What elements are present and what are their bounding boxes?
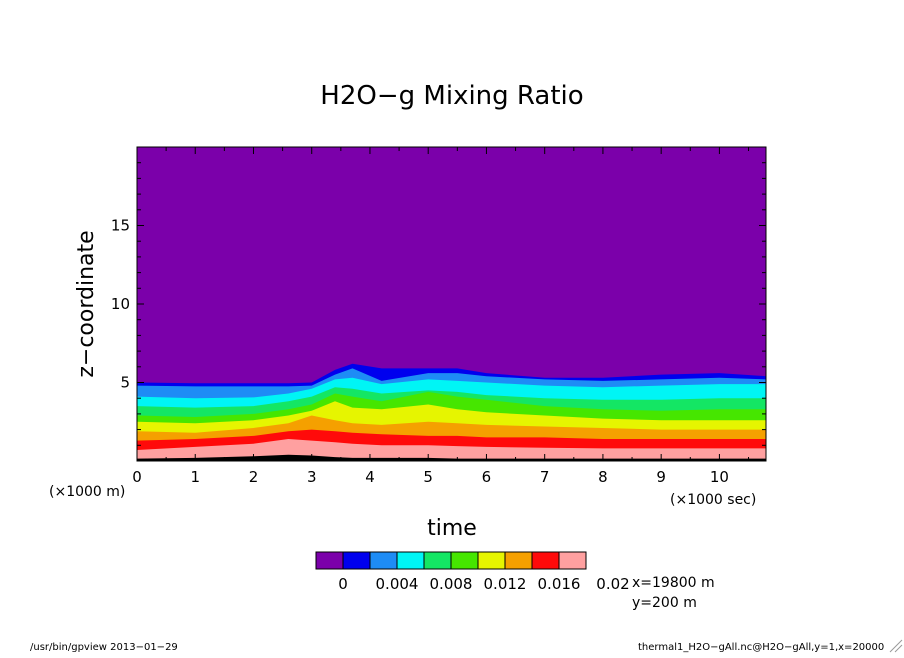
colorbar-label: 0.004 bbox=[376, 575, 419, 593]
y-tick-label: 5 bbox=[120, 374, 130, 392]
y-axis-label: z−coordinate bbox=[74, 230, 99, 377]
colorbar-swatch bbox=[342, 551, 371, 570]
x-tick-label: 3 bbox=[307, 468, 317, 486]
x-tick-label: 6 bbox=[482, 468, 492, 486]
x-tick-label: 7 bbox=[540, 468, 550, 486]
chart-title: H2O−g Mixing Ratio bbox=[320, 81, 583, 111]
x-tick-label: 9 bbox=[656, 468, 666, 486]
x-axis: 0 1 2 3 4 5 6 7 8 9 10 bbox=[132, 147, 750, 486]
colorbar-swatch bbox=[450, 551, 479, 570]
x-scale-label: (×1000 sec) bbox=[670, 492, 756, 508]
colorbar-label: 0.008 bbox=[430, 575, 473, 593]
colorbar: 0 0.004 0.008 0.012 0.016 0.02 bbox=[315, 551, 630, 593]
colorbar-swatch bbox=[531, 551, 560, 570]
x-tick-label: 8 bbox=[598, 468, 608, 486]
y-scale-label: (×1000 m) bbox=[49, 484, 125, 500]
contour-band-0.02 bbox=[137, 454, 766, 461]
colorbar-swatch bbox=[396, 551, 425, 570]
x-axis-label: time bbox=[427, 516, 477, 541]
x-tick-label: 1 bbox=[190, 468, 200, 486]
footer-left: /usr/bin/gpview 2013−01−29 bbox=[30, 642, 178, 653]
x-tick-label: 10 bbox=[710, 468, 729, 486]
colorbar-swatch bbox=[315, 551, 344, 570]
colorbar-swatch bbox=[558, 551, 587, 570]
y-axis: 5 10 15 bbox=[111, 162, 766, 446]
colorbar-swatch bbox=[423, 551, 452, 570]
colorbar-label: 0.016 bbox=[538, 575, 581, 593]
footer-right: thermal1_H2O−gAll.nc@H2O−gAll,y=1,x=2000… bbox=[638, 642, 884, 653]
colorbar-label: 0.012 bbox=[484, 575, 527, 593]
x-tick-label: 0 bbox=[132, 468, 142, 486]
slice-info-x: x=19800 m bbox=[632, 575, 715, 591]
slice-info-y: y=200 m bbox=[632, 595, 697, 611]
x-tick-label: 5 bbox=[423, 468, 433, 486]
x-tick-label: 4 bbox=[365, 468, 375, 486]
colorbar-label: 0 bbox=[338, 575, 348, 593]
colorbar-swatch bbox=[504, 551, 533, 570]
colorbar-swatch bbox=[477, 551, 506, 570]
plot-area bbox=[137, 147, 766, 461]
resize-grip-icon[interactable] bbox=[889, 639, 903, 653]
y-tick-label: 15 bbox=[111, 217, 130, 235]
x-tick-label: 2 bbox=[249, 468, 259, 486]
colorbar-label: 0.02 bbox=[596, 575, 629, 593]
y-tick-label: 10 bbox=[111, 295, 130, 313]
colorbar-swatch bbox=[369, 551, 398, 570]
